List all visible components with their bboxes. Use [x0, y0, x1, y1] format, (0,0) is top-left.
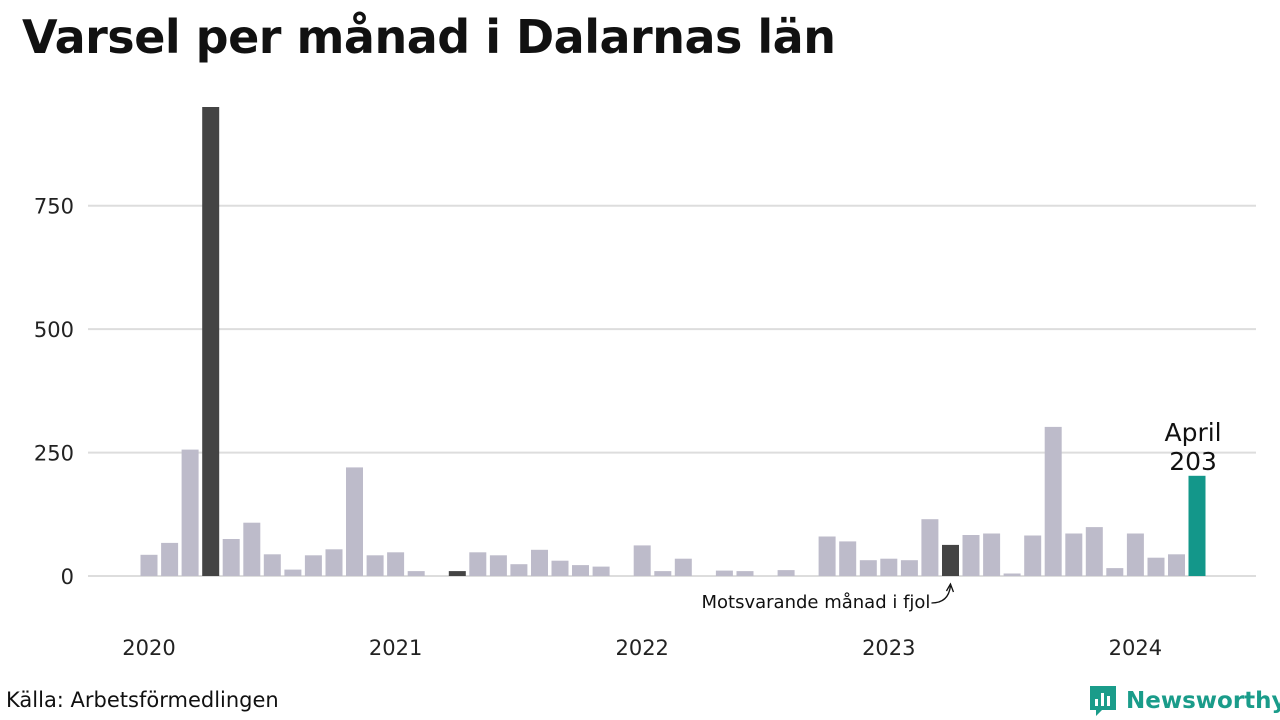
x-tick-label: 2023 [862, 636, 915, 660]
x-tick-label: 2024 [1109, 636, 1162, 660]
bar-same-month [202, 107, 220, 576]
bar [983, 533, 1001, 576]
bar [592, 566, 610, 576]
chart-title: Varsel per månad i Dalarnas län [22, 10, 836, 64]
y-tick-label: 500 [34, 318, 74, 342]
annotation-arrowhead [945, 582, 955, 593]
bar [366, 555, 384, 576]
bar [181, 449, 199, 576]
bar [489, 555, 507, 576]
bar [880, 558, 898, 576]
bar [510, 564, 528, 576]
bar [304, 555, 322, 576]
brand-name: Newsworthy [1126, 688, 1280, 714]
bar [407, 571, 425, 576]
bar [1024, 535, 1042, 576]
bar [572, 565, 589, 576]
bar-same-month [448, 571, 466, 576]
y-tick-label: 750 [34, 195, 74, 219]
bar [777, 570, 795, 576]
bar [715, 570, 733, 576]
bar [243, 522, 261, 576]
bar [161, 542, 179, 576]
bar [859, 560, 877, 576]
annotation-arrow [931, 585, 952, 604]
source-note: Källa: Arbetsförmedlingen [6, 688, 279, 712]
bar [325, 549, 343, 576]
bar [222, 539, 240, 576]
bar [1044, 426, 1062, 576]
bar [346, 467, 363, 576]
y-axis-ticks: 0 250 500 750 [34, 195, 74, 589]
bar-latest [1188, 475, 1206, 576]
bar [140, 554, 158, 576]
bar [633, 545, 651, 576]
bar [962, 535, 980, 576]
bar [900, 560, 918, 576]
bar [263, 554, 281, 576]
bar [1147, 557, 1165, 576]
bar [921, 519, 939, 576]
bar [1126, 533, 1144, 576]
bar [387, 552, 405, 576]
bar-same-month [942, 544, 959, 576]
bar [469, 552, 487, 576]
bar [1003, 573, 1021, 576]
bar [1106, 568, 1124, 576]
bars [140, 107, 1206, 576]
gridlines [88, 204, 1256, 577]
bar [674, 558, 692, 576]
bar [839, 541, 857, 576]
x-tick-label: 2021 [369, 636, 422, 660]
chart-plot: 0 250 500 750 2020 2021 2022 2023 2024 Motsvara… [34, 107, 1256, 660]
latest-value-label: 203 [1169, 447, 1217, 476]
x-axis-ticks: 2020 2021 2022 2023 2024 [122, 636, 1162, 660]
bar [1168, 554, 1185, 576]
bar [654, 571, 672, 576]
bar [1085, 527, 1103, 576]
bar [736, 571, 754, 576]
brand-logo: Newsworthy [1088, 684, 1280, 718]
bar [818, 536, 836, 576]
bar [284, 569, 302, 576]
bar [531, 549, 548, 576]
bar [1065, 533, 1083, 576]
annotation-same-month: Motsvarande månad i fjol [701, 592, 930, 613]
x-tick-label: 2022 [615, 636, 668, 660]
x-tick-label: 2020 [122, 636, 175, 660]
y-tick-label: 250 [34, 442, 74, 466]
newsworthy-logo-icon [1090, 686, 1116, 716]
latest-month-label: April [1164, 418, 1221, 447]
bar [551, 560, 569, 576]
y-tick-label: 0 [61, 565, 74, 589]
